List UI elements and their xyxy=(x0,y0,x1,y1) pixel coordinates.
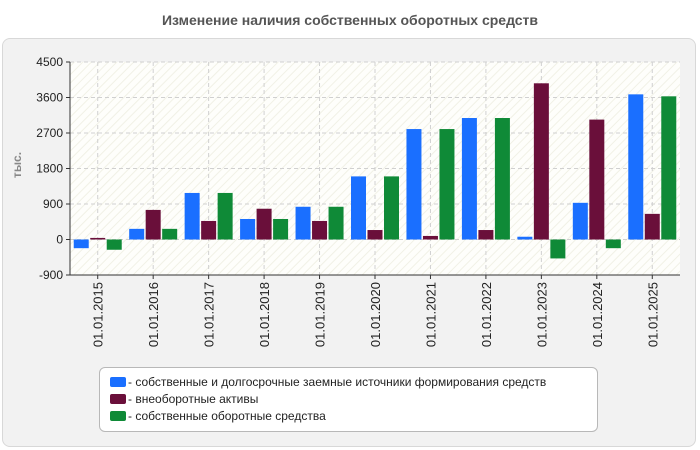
bar xyxy=(384,176,399,240)
bar xyxy=(145,209,161,240)
bar xyxy=(478,230,494,240)
bar xyxy=(217,192,233,240)
legend-label-text: собственные оборотные средства xyxy=(135,408,326,423)
legend-swatch xyxy=(110,376,126,387)
legend-item-working-capital: - собственные оборотные средства xyxy=(110,407,597,424)
bar xyxy=(256,208,272,240)
legend-swatch xyxy=(110,410,126,421)
bar xyxy=(73,239,89,249)
chart-legend: - собственные и долгосрочные заемные ист… xyxy=(99,367,598,432)
y-tick-label: 900 xyxy=(43,197,63,211)
bar xyxy=(572,202,588,240)
x-tick-label: 01.01.2021 xyxy=(423,282,438,347)
bar xyxy=(589,119,605,240)
bar xyxy=(605,239,621,249)
bar xyxy=(644,213,660,240)
bar xyxy=(494,118,510,240)
legend-item-sources: - собственные и долгосрочные заемные ист… xyxy=(110,373,597,390)
x-tick-label: 01.01.2017 xyxy=(202,282,217,347)
legend-label: - xyxy=(128,408,136,423)
bar xyxy=(90,237,106,240)
bar xyxy=(533,83,549,240)
y-tick-label: -900 xyxy=(39,268,63,282)
x-tick-label: 01.01.2016 xyxy=(146,282,161,347)
bar xyxy=(273,218,289,240)
bar xyxy=(328,206,344,240)
x-tick-label: 01.01.2018 xyxy=(257,282,272,347)
bar xyxy=(661,96,677,240)
legend-label-text: внеоборотные активы xyxy=(135,391,259,406)
bar xyxy=(550,239,566,259)
bar xyxy=(295,206,311,240)
x-tick-label: 01.01.2015 xyxy=(91,282,106,347)
bar xyxy=(240,218,256,240)
y-tick-label: 2700 xyxy=(36,126,63,140)
y-tick-label: 4500 xyxy=(36,55,63,69)
bar xyxy=(439,129,455,240)
legend-swatch xyxy=(110,393,126,404)
x-tick-label: 01.01.2024 xyxy=(590,282,605,347)
bar xyxy=(129,228,145,240)
bar xyxy=(367,230,383,240)
bar xyxy=(201,220,217,240)
y-axis-label: тыс. xyxy=(10,152,24,178)
bar xyxy=(461,118,477,240)
legend-item-noncurrent-assets: - внеоборотные активы xyxy=(110,390,597,407)
legend-label: - xyxy=(128,391,136,406)
legend-label: - xyxy=(128,374,136,389)
bar xyxy=(106,239,122,250)
x-tick-label: 01.01.2020 xyxy=(368,282,383,347)
x-tick-label: 01.01.2019 xyxy=(313,282,328,347)
x-tick-label: 01.01.2023 xyxy=(534,282,549,347)
chart-title: Изменение наличия собственных оборотных … xyxy=(161,12,539,28)
bar xyxy=(162,228,178,240)
y-tick-label: 0 xyxy=(56,233,63,247)
legend-label-text: собственные и долгосрочные заемные источ… xyxy=(135,374,547,389)
y-tick-label: 3600 xyxy=(36,91,63,105)
bar xyxy=(628,94,644,240)
bar xyxy=(422,235,438,240)
bar xyxy=(517,236,533,240)
bar xyxy=(351,176,366,240)
y-tick-label: 1800 xyxy=(36,162,63,176)
bar xyxy=(406,129,422,240)
x-tick-label: 01.01.2022 xyxy=(479,282,494,347)
bar xyxy=(184,192,200,240)
bar xyxy=(312,220,328,240)
x-tick-label: 01.01.2025 xyxy=(645,282,660,347)
